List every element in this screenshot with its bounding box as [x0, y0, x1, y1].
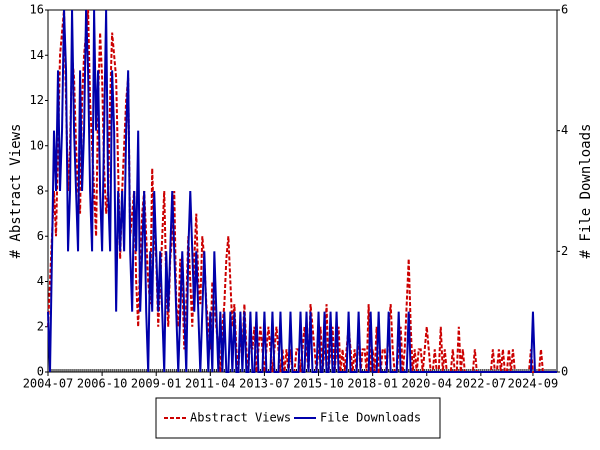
- legend-label: File Downloads: [320, 411, 421, 425]
- y2-axis-label: # File Downloads: [578, 124, 594, 259]
- y-axis-label: # Abstract Views: [8, 124, 24, 259]
- legend-box: [155, 397, 441, 439]
- x-tick-label: 2020-04: [401, 377, 452, 391]
- x-tick-label: 2022-07: [456, 377, 507, 391]
- legend-label: Abstract Views: [190, 411, 291, 425]
- x-tick-label: 2015-10: [293, 377, 344, 391]
- x-tick-label: 2009-01: [131, 377, 182, 391]
- y2-tick-label: 0: [561, 365, 568, 379]
- x-tick-label: 2013-07: [239, 377, 290, 391]
- x-tick-label: 2004-07: [23, 377, 74, 391]
- series-line: [47, 9, 557, 373]
- y-tick-label: 6: [37, 229, 44, 243]
- y2-tick-label: 4: [561, 123, 568, 137]
- y-tick-label: 10: [30, 138, 44, 152]
- y2-tick-label: 2: [561, 244, 568, 258]
- x-tick-label: 2011-04: [185, 377, 236, 391]
- y-tick-label: 2: [37, 319, 44, 333]
- y-tick-label: 0: [37, 365, 44, 379]
- y2-tick-label: 6: [561, 3, 568, 17]
- x-tick-label: 2024-09: [508, 377, 559, 391]
- x-tick-label: 2018-01: [347, 377, 398, 391]
- y-tick-label: 16: [30, 3, 44, 17]
- x-tick-label: 2006-10: [77, 377, 128, 391]
- y-tick-label: 14: [30, 48, 44, 62]
- y-tick-label: 4: [37, 274, 44, 288]
- y-tick-label: 12: [30, 93, 44, 107]
- y-tick-label: 8: [37, 184, 44, 198]
